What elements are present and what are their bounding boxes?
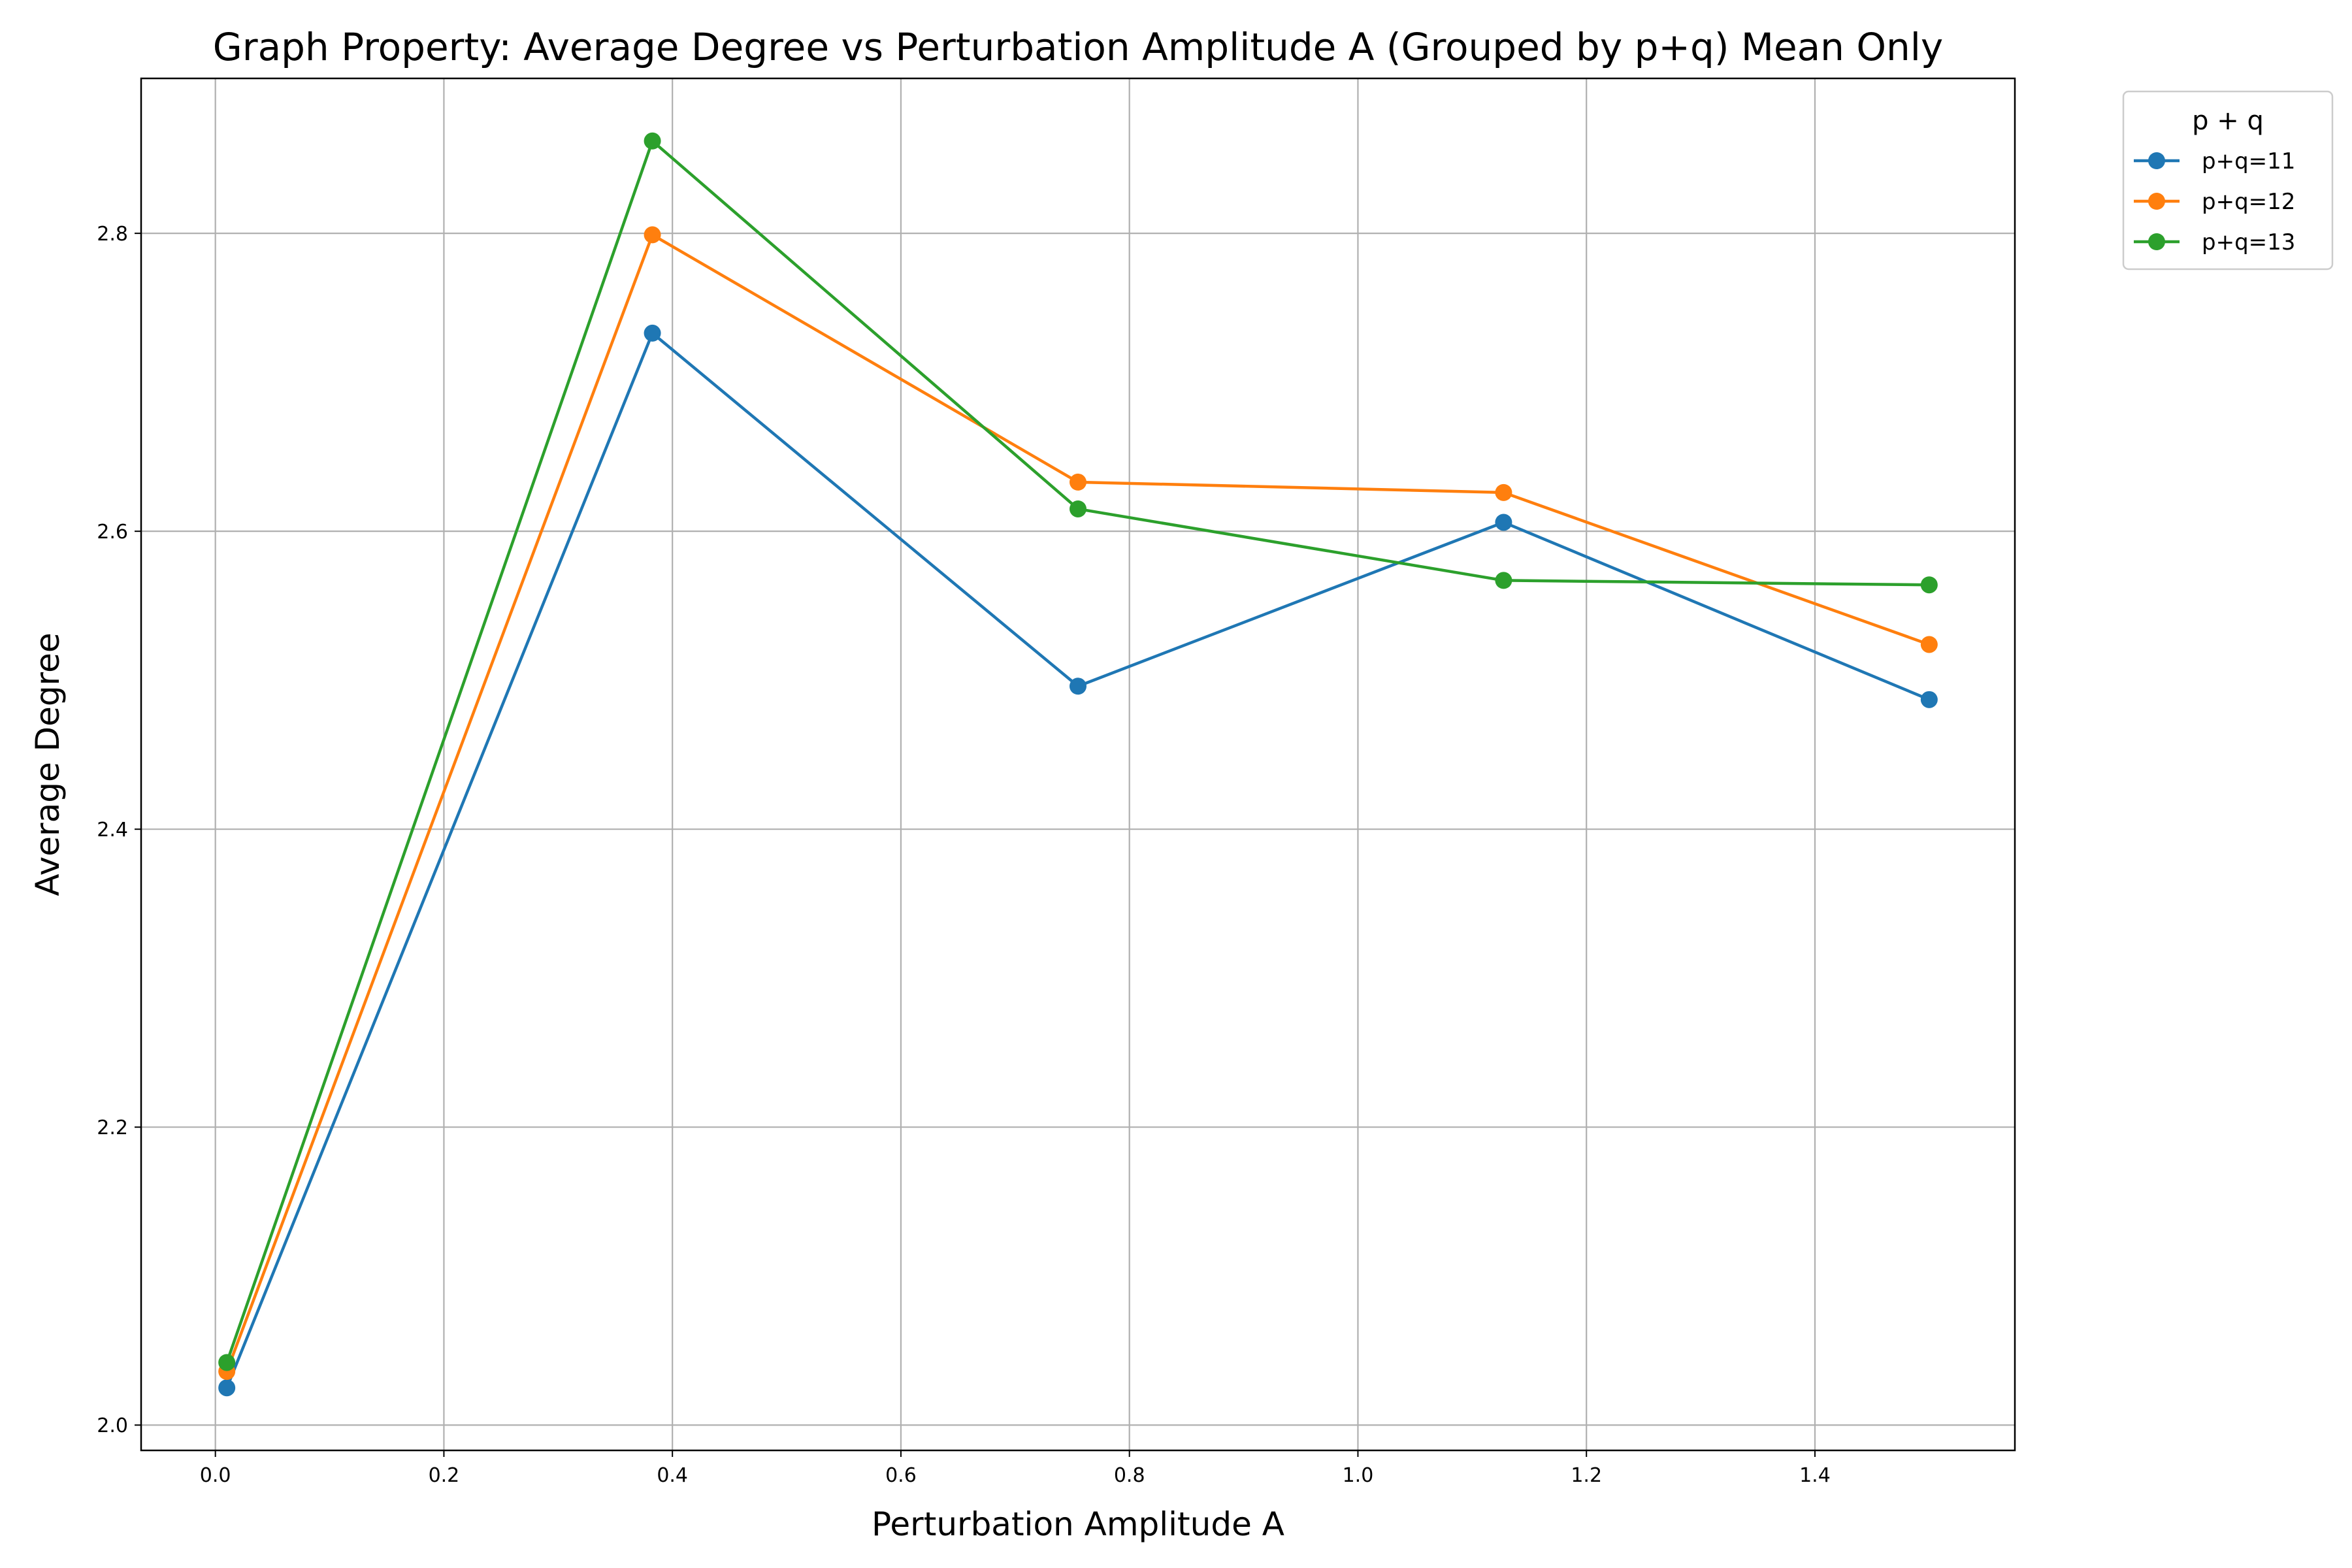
data-point [218, 1354, 236, 1371]
data-point [1495, 514, 1512, 531]
x-tick-label: 0.4 [657, 1464, 688, 1487]
legend-label: p+q=12 [2202, 189, 2295, 215]
legend-marker [2148, 233, 2165, 250]
legend-marker [2148, 152, 2165, 169]
series-group [218, 132, 1938, 1397]
y-tick-label: 2.8 [97, 223, 128, 246]
y-tick-label: 2.4 [97, 819, 128, 841]
data-point [1070, 500, 1086, 517]
y-axis: 2.0 2.2 2.4 2.6 2.8 [97, 223, 141, 1437]
data-point [1920, 691, 1938, 708]
x-tick-label: 0.0 [200, 1464, 231, 1487]
x-axis: 0.0 0.2 0.4 0.6 0.8 1.0 1.2 1.4 [200, 1450, 1831, 1487]
data-point [1495, 572, 1512, 589]
x-tick-label: 1.0 [1343, 1464, 1374, 1487]
legend-label: p+q=11 [2202, 148, 2295, 174]
data-point [644, 132, 661, 150]
data-point [1070, 678, 1086, 695]
series-p+q=13 [218, 132, 1938, 1371]
y-axis-title: Average Degree [29, 632, 67, 896]
x-tick-label: 1.2 [1571, 1464, 1602, 1487]
data-point [644, 226, 661, 244]
data-point [1495, 483, 1512, 501]
legend: p + q p+q=11 p+q=12 p+q=13 [2122, 90, 2334, 270]
legend-box [2122, 90, 2334, 270]
y-tick-label: 2.6 [97, 521, 128, 544]
legend-marker [2148, 193, 2165, 210]
y-tick-label: 2.0 [97, 1414, 128, 1437]
data-point [1920, 576, 1938, 594]
data-point [644, 324, 661, 342]
x-tick-label: 1.4 [1799, 1464, 1831, 1487]
x-tick-label: 0.2 [429, 1464, 460, 1487]
legend-label: p+q=13 [2202, 229, 2295, 255]
x-tick-label: 0.8 [1114, 1464, 1145, 1487]
data-point [218, 1379, 236, 1397]
y-tick-label: 2.2 [97, 1117, 128, 1139]
x-axis-title: Perturbation Amplitude A [872, 1505, 1284, 1543]
plot-frame [140, 77, 2016, 1452]
series-p+q=12 [218, 226, 1938, 1380]
data-point [1920, 636, 1938, 653]
legend-title: p + q [2192, 106, 2264, 136]
data-point [1070, 473, 1086, 491]
x-tick-label: 0.6 [885, 1464, 917, 1487]
chart-title: Graph Property: Average Degree vs Pertur… [213, 25, 1943, 69]
